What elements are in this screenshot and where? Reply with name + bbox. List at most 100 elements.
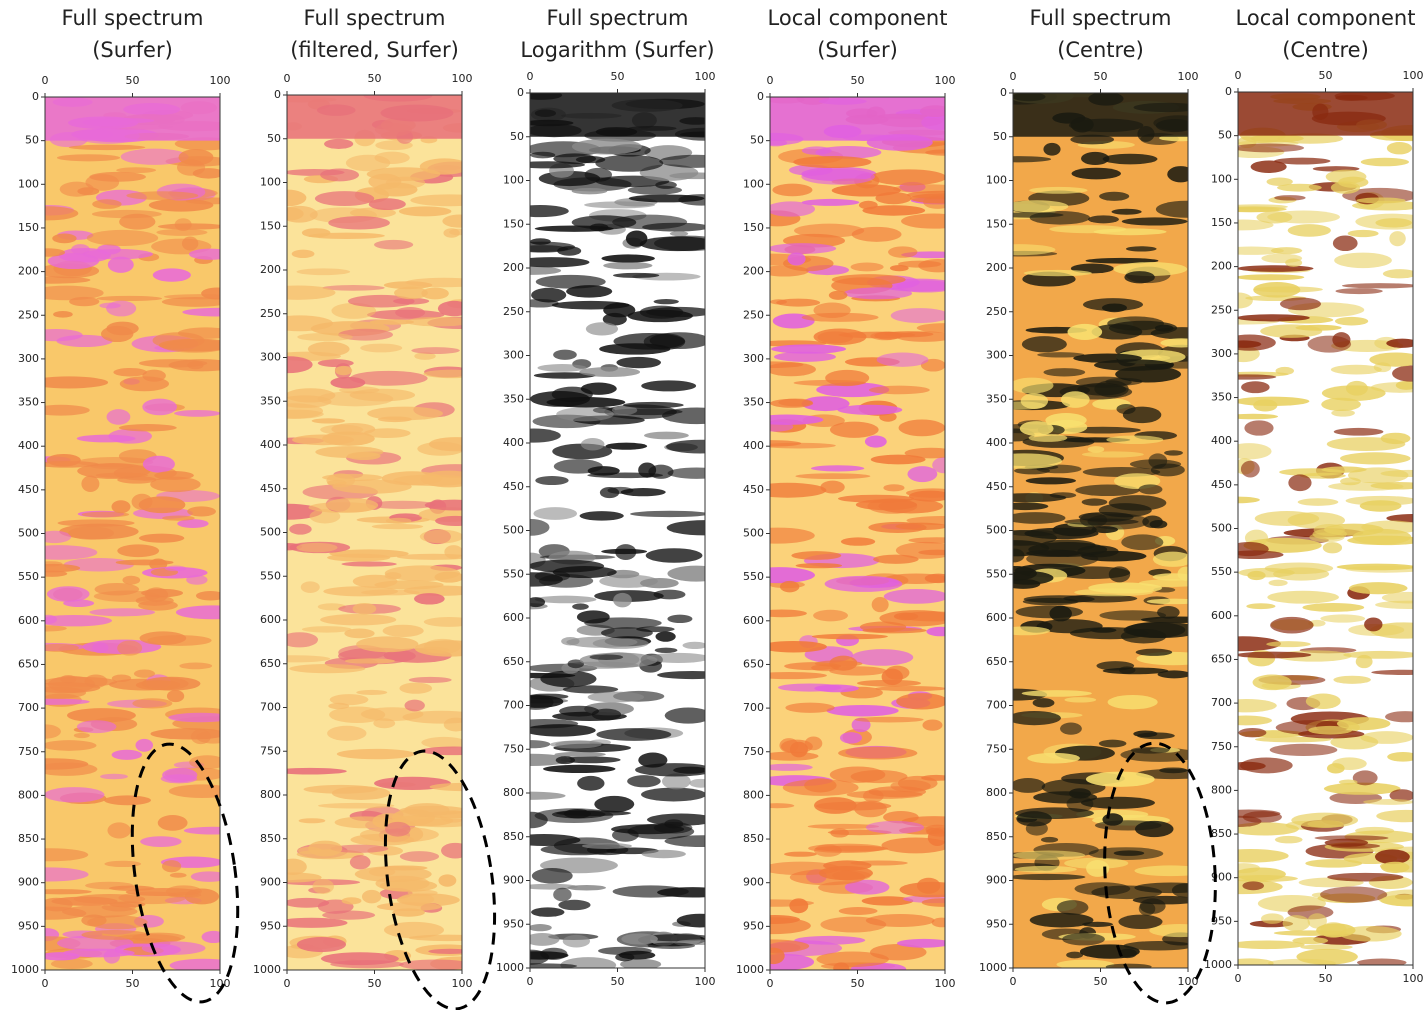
texture-blob xyxy=(345,154,391,172)
texture-blob xyxy=(814,797,857,814)
texture-blob xyxy=(327,553,391,562)
texture-blob xyxy=(889,265,909,272)
texture-blob xyxy=(314,191,375,207)
texture-blob xyxy=(169,958,220,970)
texture-blob xyxy=(1336,717,1391,731)
texture-blob xyxy=(627,185,682,195)
texture-blob xyxy=(1043,142,1061,156)
texture-blob xyxy=(883,484,905,492)
texture-blob xyxy=(1238,809,1281,818)
texture-blob xyxy=(1013,453,1062,469)
y-tick-label: 150 xyxy=(18,221,39,234)
texture-blob xyxy=(95,472,149,478)
texture-blob xyxy=(641,849,686,859)
texture-blob xyxy=(1363,798,1413,805)
texture-blob xyxy=(567,885,607,891)
panel: Local component (Surfer) 0 50 100 150 200 250 30… xyxy=(736,6,956,990)
y-tick-label: 400 xyxy=(986,436,1007,449)
texture-blob xyxy=(1138,484,1163,495)
texture-blob xyxy=(1081,451,1144,458)
y-tick-label: 500 xyxy=(986,524,1007,537)
texture-blob xyxy=(559,705,600,717)
texture-blob xyxy=(1250,160,1287,174)
texture-blob xyxy=(1238,143,1305,153)
texture-blob xyxy=(647,942,696,949)
texture-blob xyxy=(1264,562,1334,575)
texture-blob xyxy=(154,471,194,480)
texture-blob xyxy=(530,693,569,700)
texture-blob xyxy=(45,328,83,342)
texture-blob xyxy=(1285,258,1303,267)
texture-blob xyxy=(104,860,142,868)
texture-blob xyxy=(1056,959,1115,968)
y-tick-label: 450 xyxy=(743,483,764,496)
texture-blob xyxy=(1381,591,1413,604)
texture-blob xyxy=(883,589,945,604)
texture-blob xyxy=(598,946,652,956)
texture-blob xyxy=(576,610,610,624)
texture-blob xyxy=(906,488,945,498)
texture-blob xyxy=(824,575,903,592)
texture-blob xyxy=(126,191,199,200)
highlight-ellipse xyxy=(130,742,240,1004)
texture-blob xyxy=(921,898,945,907)
texture-blob xyxy=(331,302,377,319)
y-tick-label: 900 xyxy=(18,876,39,889)
texture-blob xyxy=(1123,941,1188,951)
texture-blob xyxy=(1238,374,1277,380)
texture-blob xyxy=(190,729,211,745)
texture-blob xyxy=(530,932,560,946)
texture-blob xyxy=(1036,619,1103,634)
texture-blob xyxy=(1323,782,1401,795)
y-tick-label: 600 xyxy=(986,611,1007,624)
texture-blob xyxy=(1326,763,1345,774)
texture-blob xyxy=(779,738,799,753)
texture-blob xyxy=(360,343,403,353)
texture-blob xyxy=(174,218,192,231)
texture-blob xyxy=(832,870,871,881)
texture-blob xyxy=(530,597,546,608)
texture-blob xyxy=(45,724,61,739)
texture-blob xyxy=(1320,614,1366,623)
texture-blob xyxy=(533,372,596,379)
texture-blob xyxy=(399,851,440,862)
texture-blob xyxy=(1238,314,1310,322)
texture-blob xyxy=(106,409,131,425)
texture-blob xyxy=(166,690,185,703)
texture-blob xyxy=(640,577,679,589)
texture-blob xyxy=(325,498,379,513)
texture-blob xyxy=(555,756,576,765)
texture-blob xyxy=(581,842,632,850)
texture-blob xyxy=(770,482,827,498)
texture-blob xyxy=(169,872,187,878)
texture-blob xyxy=(825,369,870,387)
texture-blob xyxy=(301,228,331,238)
top-band xyxy=(45,97,220,141)
texture-blob xyxy=(896,693,945,710)
texture-blob xyxy=(1154,324,1174,332)
texture-blob xyxy=(405,316,462,327)
texture-blob xyxy=(580,438,605,451)
texture-blob xyxy=(901,213,945,229)
texture-blob xyxy=(1157,670,1188,679)
texture-blob xyxy=(1238,219,1274,231)
texture-blob xyxy=(577,775,605,791)
texture-blob xyxy=(1238,334,1276,351)
texture-blob xyxy=(68,144,146,151)
texture-blob xyxy=(647,813,705,826)
texture-blob xyxy=(639,236,705,252)
texture-blob xyxy=(1108,495,1167,511)
texture-blob xyxy=(932,457,945,474)
texture-blob xyxy=(1330,181,1361,194)
texture-blob xyxy=(1333,427,1384,436)
texture-blob xyxy=(876,352,929,367)
x-tick-label-bottom: 100 xyxy=(695,975,716,988)
texture-blob xyxy=(571,187,608,195)
texture-blob xyxy=(1056,900,1089,915)
x-tick-label-top: 0 xyxy=(527,70,534,83)
texture-blob xyxy=(621,933,658,945)
y-tick-label: 700 xyxy=(503,699,524,712)
texture-blob xyxy=(649,332,705,350)
x-tick-label-top: 50 xyxy=(368,72,382,85)
texture-blob xyxy=(530,559,605,573)
